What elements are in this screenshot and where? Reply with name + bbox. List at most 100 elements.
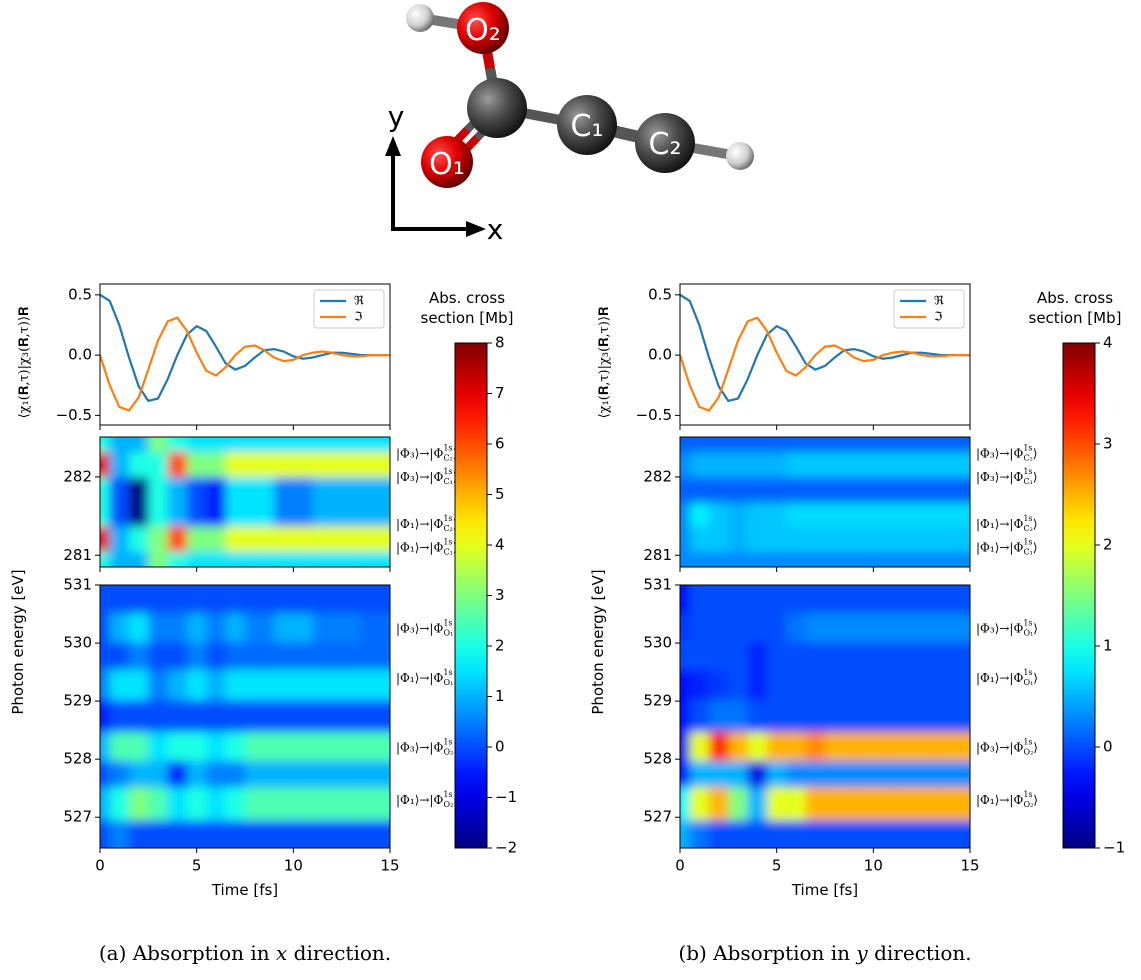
heatmap-cell [709, 761, 729, 788]
colorbar-tick-label: 0 [1103, 738, 1113, 756]
heatmap-cell [854, 551, 893, 579]
y-tick-label: 529 [63, 692, 92, 710]
transition-end: ⟩ [1033, 540, 1038, 554]
heatmap-cell [187, 700, 207, 732]
y-axis-label: ⟨χ₁(𝐑,τ)|χ₃(𝐑,τ)⟩𝐑 [17, 307, 32, 419]
transition-sup: 1s [443, 467, 452, 476]
heatmap-cell [690, 526, 710, 552]
heatmap-cell [806, 526, 826, 552]
colorbar-tick-label: 2 [1103, 536, 1113, 554]
heatmap-cell [148, 526, 168, 552]
heatmap-cell [786, 526, 806, 552]
heatmap-cell [728, 425, 748, 452]
heatmap-cell [709, 787, 729, 821]
heatmap-cell [854, 700, 893, 732]
heatmap-cell [854, 526, 893, 552]
transition-text: |Φ₃⟩→|Φ [396, 740, 443, 754]
transition-sub: C₁ [444, 477, 453, 486]
heatmap-cells [88, 573, 403, 861]
heatmap-cell [806, 669, 826, 700]
heatmap-cell [893, 820, 942, 860]
axis-name: y [388, 100, 405, 133]
transition-text: |Φ₃⟩→|Φ [396, 469, 443, 483]
heatmap-cell [893, 425, 942, 452]
heatmap-cell [129, 451, 149, 477]
heatmap-cell [274, 613, 313, 643]
heatmap-cell [129, 820, 149, 860]
heatmap-cell [709, 425, 729, 452]
heatmap-cell [767, 502, 787, 526]
heatmap-cell [129, 573, 149, 613]
heatmap-cell [690, 573, 710, 613]
heatmap-cell [806, 613, 826, 643]
heatmap-cell [893, 573, 942, 613]
heatmap-cell [893, 669, 942, 700]
heatmap-cell [709, 451, 729, 477]
heatmap-cell [129, 732, 149, 762]
y-tick-label: 530 [643, 634, 672, 652]
heatmap [88, 573, 403, 861]
x-tick-label: 15 [960, 857, 979, 875]
transition-label: |Φ₃⟩→|Φ1sO₂⟩ [976, 738, 1038, 757]
transition-text: |Φ₃⟩→|Φ [976, 621, 1023, 635]
transition-text: |Φ₃⟩→|Φ [976, 740, 1023, 754]
heatmap-cell [274, 669, 313, 700]
heatmap-cell [148, 669, 168, 700]
heatmap-cell [893, 642, 942, 670]
heatmap-cell [206, 425, 226, 452]
heatmap-cell [767, 820, 787, 860]
heatmap-cell [854, 787, 893, 821]
transition-sub: O₂ [1024, 800, 1034, 809]
heatmap-cell [728, 502, 748, 526]
heatmap-cell [941, 761, 983, 788]
heatmap-cell [245, 642, 275, 670]
heatmap-cell [728, 820, 748, 860]
y-tick-label: 528 [643, 750, 672, 768]
heatmap-cell [110, 700, 130, 732]
heatmap-cell [690, 732, 710, 762]
heatmap-cell [313, 425, 362, 452]
heatmap-cell [274, 787, 313, 821]
heatmap-cell [148, 820, 168, 860]
heatmap-cell [728, 551, 748, 579]
heatmap-cell [709, 642, 729, 670]
caption-text: (a) Absorption in [99, 941, 276, 965]
heatmap-cell [941, 700, 983, 732]
heatmap-cell [168, 425, 188, 452]
heatmap-cell [825, 551, 855, 579]
heatmap-cell [728, 451, 748, 477]
heatmap-cell [206, 700, 226, 732]
heatmap-cell [206, 787, 226, 821]
heatmap-cell [187, 732, 207, 762]
heatmap-cell [786, 477, 806, 503]
transition-end: ⟩ [1033, 670, 1038, 684]
heatmap-cell [226, 820, 246, 860]
transition-sup: 1s [443, 790, 452, 799]
heatmap-cell [129, 502, 149, 526]
heatmap-cell [361, 761, 403, 788]
heatmap-cell [245, 573, 275, 613]
heatmap-cell [245, 502, 275, 526]
y-tick-label: −0.5 [636, 406, 672, 424]
heatmap-cell [806, 502, 826, 526]
heatmap-cell [148, 613, 168, 643]
transition-sub: C₁ [1024, 477, 1033, 486]
heatmap-cell [245, 732, 275, 762]
heatmap-cell [728, 669, 748, 700]
y-tick-label: 282 [63, 467, 92, 485]
heatmap-cell [690, 551, 710, 579]
heatmap-cell [168, 700, 188, 732]
heatmap-cell [748, 642, 768, 670]
heatmap-cell [728, 700, 748, 732]
heatmap-cell [226, 787, 246, 821]
transition-sub: O₁ [444, 678, 454, 687]
heatmap-cell [786, 642, 806, 670]
y-axis-label: Photon energy [eV] [9, 569, 27, 714]
y-tick-label: −0.5 [56, 406, 92, 424]
heatmap-cell [245, 761, 275, 788]
heatmap-cell [245, 613, 275, 643]
heatmap-cell [206, 477, 226, 503]
heatmap-cell [206, 732, 226, 762]
heatmap-cell [690, 761, 710, 788]
heatmap-cell [690, 477, 710, 503]
